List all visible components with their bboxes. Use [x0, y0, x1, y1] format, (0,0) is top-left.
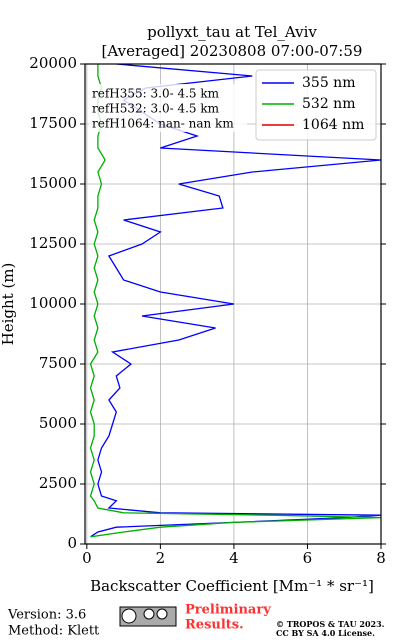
version: Version: 3.6	[7, 608, 86, 623]
y-tick-label: 15000	[29, 174, 77, 192]
y-axis-label: Height (m)	[0, 263, 17, 346]
y-tick-label: 10000	[29, 294, 77, 312]
chart-subtitle: [Averaged] 20230808 07:00-07:59	[102, 42, 363, 60]
plot-frame	[84, 63, 382, 545]
annotation: refH532: 3.0- 4.5 km	[92, 102, 220, 116]
y-tick-label: 17500	[29, 114, 77, 132]
legend-box	[255, 69, 377, 141]
results: Results.	[185, 618, 244, 633]
method: Method: Klett	[8, 624, 100, 639]
y-tick-label: 20000	[29, 54, 77, 72]
x-tick-label: 8	[376, 549, 386, 567]
annotation-box	[89, 84, 247, 132]
x-axis-label: Backscatter Coefficient [Mm⁻¹ * sr⁻¹]	[90, 577, 374, 595]
y-tick-label: 7500	[39, 354, 77, 372]
preliminary: Preliminary	[185, 603, 271, 618]
annotation: refH1064: nan- nan km	[92, 117, 234, 131]
x-tick-label: 4	[229, 549, 239, 567]
license: CC BY SA 4.0 License.	[276, 628, 375, 638]
copyright: © TROPOS & TAU 2023.	[276, 619, 385, 629]
x-tick-label: 0	[82, 549, 92, 567]
x-tick-label: 2	[156, 549, 166, 567]
legend-label: 355 nm	[302, 75, 355, 91]
cc-badge	[119, 606, 177, 627]
y-tick-label: 0	[67, 534, 77, 552]
legend-label: 1064 nm	[302, 117, 364, 133]
y-tick-label: 5000	[39, 414, 77, 432]
profile-line	[90, 64, 381, 538]
y-tick-label: 12500	[29, 234, 77, 252]
x-tick-label: 6	[303, 549, 313, 567]
y-tick-label: 2500	[39, 474, 77, 492]
legend-label: 532 nm	[302, 96, 355, 112]
profile-line	[89, 64, 381, 538]
annotation: refH355: 3.0- 4.5 km	[92, 87, 220, 101]
chart-title: pollyxt_tau at Tel_Aviv	[147, 23, 317, 41]
